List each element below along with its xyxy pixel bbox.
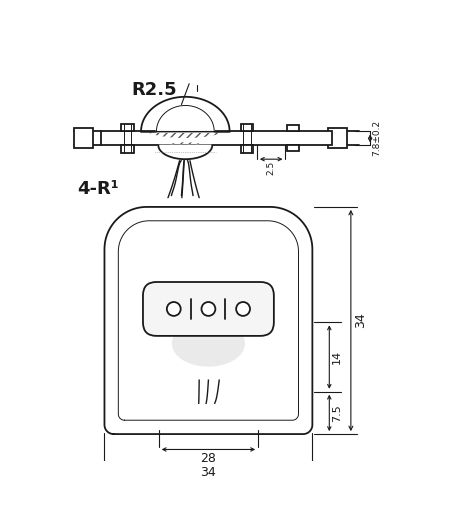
Bar [101,132,332,146]
Bar [328,128,347,148]
Bar [287,125,299,132]
FancyBboxPatch shape [143,282,274,336]
Bar [328,128,347,148]
Text: 34: 34 [354,313,367,328]
Text: 14: 14 [332,350,342,364]
Bar [101,132,332,146]
Bar [287,146,299,151]
Polygon shape [105,207,313,434]
Text: 7.5: 7.5 [332,404,342,422]
Text: 34: 34 [201,466,216,479]
Ellipse shape [157,292,260,325]
Bar [122,146,134,153]
Text: 4-R¹: 4-R¹ [78,180,119,198]
Ellipse shape [172,321,245,367]
Bar [74,128,93,148]
Circle shape [202,302,215,316]
Bar [74,128,93,148]
Polygon shape [156,106,214,132]
Circle shape [236,302,250,316]
Bar [241,146,253,153]
Bar [122,124,134,132]
Polygon shape [159,146,212,159]
Text: 2.5: 2.5 [267,161,276,175]
Ellipse shape [153,288,264,330]
Bar [241,124,253,132]
Polygon shape [118,221,298,420]
Text: 28: 28 [201,452,216,465]
Text: 7.8±0.2: 7.8±0.2 [372,120,382,156]
Bar [122,146,134,153]
Bar [287,125,299,132]
Bar [241,146,253,153]
Text: R2.5: R2.5 [132,81,177,99]
Bar [241,124,253,132]
Circle shape [167,302,181,316]
Bar [287,146,299,151]
Polygon shape [141,97,229,132]
Bar [122,124,134,132]
